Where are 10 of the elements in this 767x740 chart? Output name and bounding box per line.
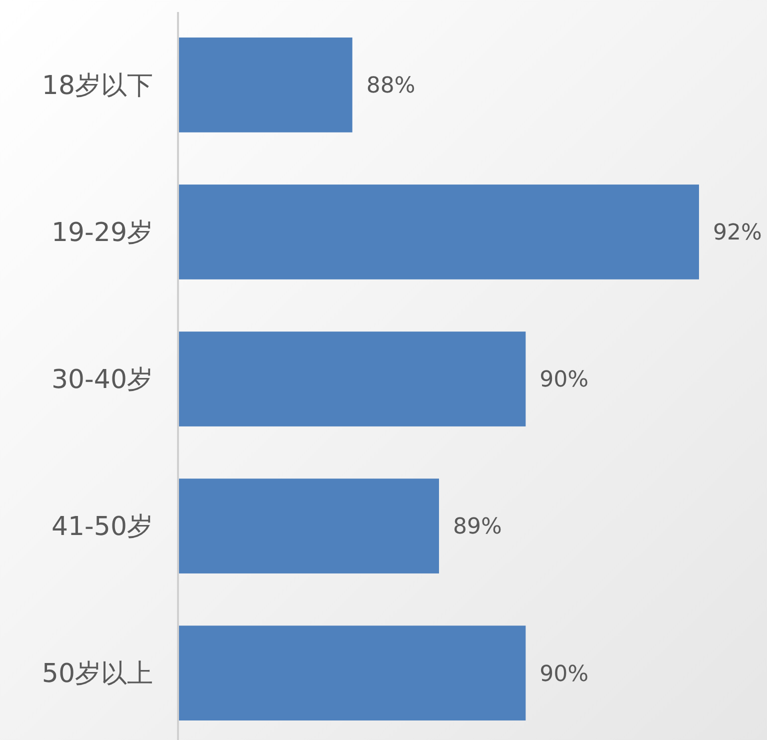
data-label: 92% — [713, 220, 762, 246]
y-tick-label: 50岁以上 — [42, 659, 153, 690]
y-tick-label: 30-40岁 — [51, 365, 153, 396]
y-tick-label: 41-50岁 — [51, 512, 153, 542]
data-label: 90% — [540, 368, 589, 393]
data-label: 90% — [540, 662, 589, 687]
data-label: 89% — [453, 514, 502, 540]
y-tick-label: 18岁以下 — [42, 71, 153, 102]
data-label: 88% — [366, 74, 416, 99]
y-tick-label: 19-29岁 — [51, 218, 153, 248]
